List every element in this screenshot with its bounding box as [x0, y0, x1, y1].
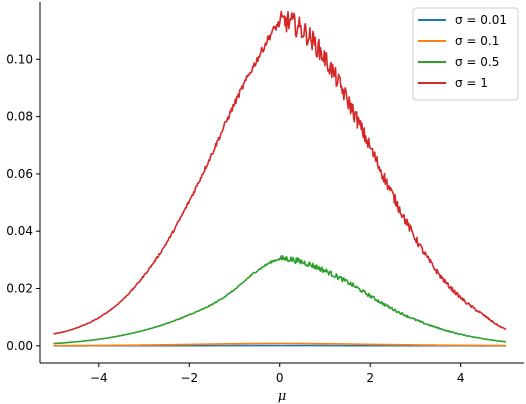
legend-entry-1: σ = 0.01	[455, 13, 507, 27]
y-tick-label: 0.08	[6, 110, 33, 124]
x-axis-ticks: −4 −2 0 2 4	[90, 363, 465, 385]
y-tick-label: 0.02	[6, 282, 33, 296]
x-tick-label: −2	[180, 371, 198, 385]
y-tick-label: 0.10	[6, 52, 33, 66]
y-axis-ticks: 0.00 0.02 0.04 0.06 0.08 0.10	[6, 52, 40, 353]
series-line-3	[53, 255, 507, 345]
y-tick-label: 0.06	[6, 167, 33, 181]
x-tick-label: 0	[276, 371, 284, 385]
legend-frame	[412, 7, 519, 101]
x-axis-label: μ	[278, 389, 286, 404]
legend-entry-2: σ = 0.1	[455, 34, 499, 48]
series-line-4	[53, 10, 507, 335]
x-tick-label: 2	[366, 371, 374, 385]
plot-area	[53, 10, 507, 347]
y-tick-label: 0.00	[6, 339, 33, 353]
legend-entry-4: σ = 1	[455, 76, 488, 90]
x-tick-label: −4	[90, 371, 108, 385]
x-tick-label: 4	[457, 371, 465, 385]
legend: σ = 0.01 σ = 0.1 σ = 0.5 σ = 1	[412, 7, 519, 101]
y-tick-label: 0.04	[6, 224, 33, 238]
legend-entry-3: σ = 0.5	[455, 55, 499, 69]
series-line-2	[53, 342, 506, 347]
